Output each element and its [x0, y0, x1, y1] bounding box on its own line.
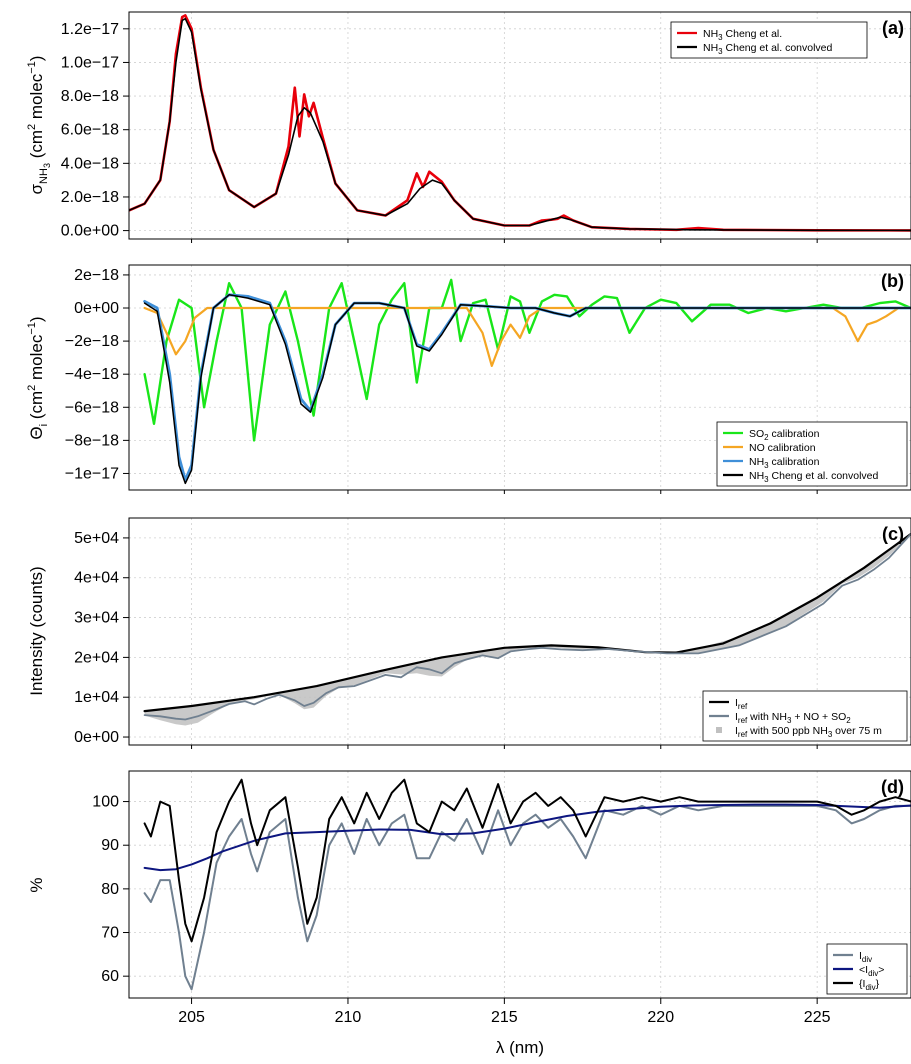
- series-line-0: [143, 532, 911, 713]
- y-tick-label: 2e+04: [74, 649, 119, 666]
- panel-d: 60 70 80 90 100 (d) Idiv<Idiv>{Idiv}: [92, 770, 911, 999]
- y-tick-label: −6e−18: [65, 399, 119, 416]
- panel-a-tag: (a): [882, 18, 904, 38]
- legend-label: Idiv: [859, 950, 872, 964]
- y-tick-label: 5e+04: [74, 530, 119, 547]
- legend-box: [670, 21, 868, 59]
- series-line-1: [129, 17, 911, 232]
- legend-label: Iref: [735, 697, 748, 711]
- x-axis: 205 210 215 220 225: [178, 998, 831, 1026]
- y-tick-label: −4e−18: [65, 366, 119, 383]
- series-line-1: [143, 803, 911, 872]
- x-tick-label: 205: [178, 1009, 205, 1026]
- y-tick-label: 70: [101, 925, 119, 942]
- y-tick-label: 2e−18: [74, 267, 119, 284]
- panel-c-frame: [128, 517, 911, 746]
- y-tick-label: −8e−18: [65, 432, 119, 449]
- y-tick-label: −1e−17: [65, 465, 119, 482]
- panel-c-tag: (c): [882, 524, 904, 544]
- panel-b-ylabel: Θi (cm2 molec−1): [26, 316, 50, 439]
- panel-d-frame: [128, 770, 911, 999]
- y-tick-label: 0e+00: [74, 300, 119, 317]
- y-tick-label: 1.2e−17: [61, 21, 119, 38]
- series-line-1: [143, 533, 911, 721]
- legend-label: NH3 calibration: [749, 456, 820, 470]
- y-tick-label: 6.0e−18: [61, 122, 119, 139]
- y-tick-label: 8.0e−18: [61, 88, 119, 105]
- legend-label: <Idiv>: [859, 964, 884, 978]
- series-line-3: [143, 294, 911, 485]
- panel-a-y-axis: 0.0e+00 2.0e−18 4.0e−18 6.0e−18 8.0e−18 1.0e−…: [61, 21, 129, 240]
- x-axis-label: λ (nm): [496, 1038, 544, 1057]
- y-tick-label: 80: [101, 881, 119, 898]
- x-tick-label: 215: [491, 1009, 518, 1026]
- panel-c-series: [143, 532, 911, 726]
- y-tick-label: 1e+04: [74, 689, 119, 706]
- x-tick-label: 210: [335, 1009, 362, 1026]
- panel-a-grid: [129, 12, 911, 239]
- panel-c-ylabel: Intensity (counts): [27, 566, 46, 695]
- legend-box: [716, 421, 908, 487]
- legend-label: NH3 Cheng et al.: [703, 28, 782, 42]
- legend-label: NH3 Cheng et al. convolved: [703, 42, 833, 56]
- legend-box: [826, 943, 908, 995]
- x-tick-label: 220: [647, 1009, 674, 1026]
- series-line-1: [143, 306, 911, 367]
- y-tick-label: 90: [101, 837, 119, 854]
- panel-d-series: [143, 778, 911, 991]
- y-tick-label: 100: [92, 794, 119, 811]
- series-line-2: [143, 778, 911, 943]
- panel-b-y-axis: −1e−17 −8e−18 −6e−18 −4e−18 −2e−18 0e+00 2e−18: [65, 267, 129, 482]
- y-tick-label: 3e+04: [74, 610, 119, 627]
- y-tick-label: 1.0e−17: [61, 54, 119, 71]
- legend-box: [702, 690, 908, 742]
- panel-b-tag: (b): [881, 271, 904, 291]
- panel-a: 0.0e+00 2.0e−18 4.0e−18 6.0e−18 8.0e−18 1.0e−…: [61, 11, 911, 243]
- legend-label: SO2 calibration: [749, 428, 820, 442]
- panel-b: −1e−17 −8e−18 −6e−18 −4e−18 −2e−18 0e+00 2e−18…: [65, 264, 911, 494]
- legend-label: NH3 Cheng et al. convolved: [749, 470, 879, 484]
- y-tick-label: 60: [101, 968, 119, 985]
- series-line-0: [143, 278, 911, 442]
- legend-label: Iref with NH3 + NO + SO2: [735, 711, 851, 725]
- y-tick-label: 0e+00: [74, 729, 119, 746]
- y-tick-label: 0.0e+00: [61, 223, 119, 240]
- panel-d-legend: Idiv<Idiv>{Idiv}: [826, 943, 908, 995]
- panel-a-ylabel: σNH3 (cm2 molec−1): [26, 56, 52, 195]
- panel-c-y-axis: 0e+00 1e+04 2e+04 3e+04 4e+04 5e+04: [74, 530, 129, 746]
- x-tick-label: 225: [804, 1009, 831, 1026]
- legend-label: {Idiv}: [859, 978, 880, 992]
- y-tick-label: 2.0e−18: [61, 189, 119, 206]
- panel-a-frame: [128, 11, 911, 240]
- legend-label: Iref with 500 ppb NH3 over 75 m: [735, 725, 882, 739]
- panel-a-series: [129, 14, 911, 232]
- panel-d-tag: (d): [881, 777, 904, 797]
- y-tick-label: 4e+04: [74, 570, 119, 587]
- y-tick-label: −2e−18: [65, 333, 119, 350]
- series-line-0: [143, 804, 911, 991]
- panel-d-y-axis: 60 70 80 90 100: [92, 794, 129, 985]
- panel-a-legend: NH3 Cheng et al.NH3 Cheng et al. convolv…: [670, 21, 868, 59]
- legend-label: NO calibration: [749, 442, 816, 454]
- y-tick-label: 4.0e−18: [61, 155, 119, 172]
- panel-b-series: [143, 278, 911, 485]
- panel-d-ylabel: %: [27, 877, 46, 892]
- panel-b-frame: [128, 264, 911, 491]
- legend-swatch: [716, 727, 722, 733]
